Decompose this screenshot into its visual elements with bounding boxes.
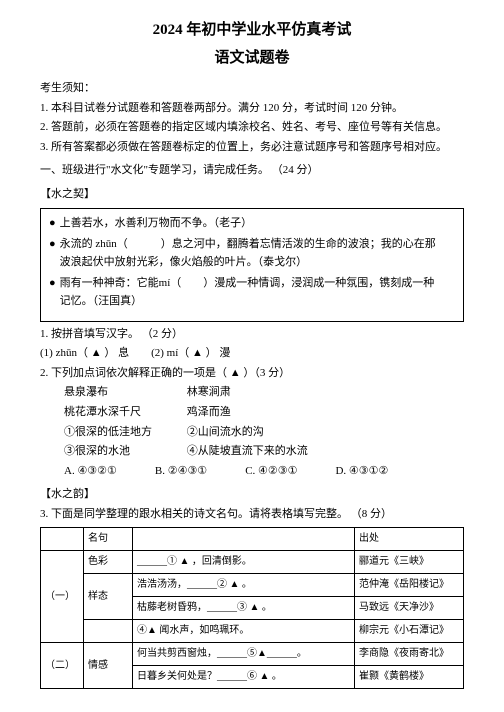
quote-box: ● 上善若水，水善利万物而不争。（老子） ● 永流的 zhūn（ ）息之河中，翻… [40,208,464,322]
src-3: 马致远《天净沙》 [355,597,464,620]
page-title-line2: 语文试题卷 [40,46,464,70]
line-3: 枯藤老树昏鸦，______③ ▲ 。 [133,597,355,620]
cat-qinggan: 情感 [84,643,133,689]
q2-pair1a: 悬泉瀑布 [64,384,184,402]
bullet-dot: ● [49,275,56,310]
notice-line-2: 2. 答题前，必须在答题卷的指定区域内填涂校名、姓名、考号、座位号等有关信息。 [40,119,464,137]
table-row: （二） 情感 何当共剪西窗烛，______⑤▲______。 李商隐《夜雨寄北》 [41,643,464,666]
q2-choice-d: D. ④③①② [335,463,388,481]
poem-table: 名句 出处 （一） 色彩 ______① ▲ ，回清倒影。 郦道元《三峡》 样态… [40,527,464,689]
notice-line-3: 3. 所有答案都必须做在答题卷标定的位置上，务必注意试题序号和答题序号相对应。 [40,139,464,157]
group-2: （二） [41,643,84,689]
notice-line-1: 1. 本科目试卷分试题卷和答题卷两部分。满分 120 分，考试时间 120 分钟… [40,100,464,118]
line-1: ______① ▲ ，回清倒影。 [133,551,355,574]
group-1: （一） [41,551,84,643]
q1-blank-2: (2) mí（ ▲ ） 漫 [151,347,230,359]
table-row: 样态 浩浩汤汤，______② ▲ 。 范仲淹《岳阳楼记》 [41,574,464,597]
q1-stem: 1. 按拼音填写汉字。 （2 分） [40,326,464,344]
src-5: 李商隐《夜雨寄北》 [355,643,464,666]
quote-2b-text: 波浪起伏中放射光彩，像火焰般的叶片。（泰戈尔） [60,256,308,268]
quote-2a-text: 永流的 zhūn（ ）息之河中，翻腾着忘情活泼的生命的波浪；我的心在那 [60,238,436,250]
bullet-dot: ● [49,215,56,233]
th-content [133,528,355,551]
src-1: 郦道元《三峡》 [355,551,464,574]
page-title-line1: 2024 年初中学业水平仿真考试 [40,18,464,42]
q2-choice-a: A. ④③②① [64,463,117,481]
q2-choice-c: C. ④②③① [245,463,297,481]
cat-yangtai: 样态 [84,574,133,620]
part1-subhead: 【水之契】 [40,186,464,204]
table-header-row: 名句 出处 [41,528,464,551]
q2-choice-b: B. ②④③① [155,463,207,481]
q2-opt3: ③很深的水池 [64,443,184,461]
line-2: 浩浩汤汤，______② ▲ 。 [133,574,355,597]
th-source: 出处 [355,528,464,551]
th-mingju: 名句 [84,528,133,551]
quote-3: ● 雨有一种神奇：它能mí（ ）漫成一种情调，浸润成一种氛围，镌刻成一种 记忆。… [49,275,455,310]
q2-pair1b: 林寒涧肃 [187,386,231,398]
line-4: ④▲ 闻水声，如鸣珮环。 [133,620,355,643]
quote-2: ● 永流的 zhūn（ ）息之河中，翻腾着忘情活泼的生命的波浪；我的心在那 波浪… [49,236,455,271]
quote-1-text: 上善若水，水善利万物而不争。（老子） [60,215,253,233]
q3-stem: 3. 下面是同学整理的跟水相关的诗文名句。请将表格填写完整。 （8 分） [40,506,464,524]
q2-opt2: ②山间流水的沟 [187,426,264,438]
th-blank [41,528,84,551]
bullet-dot: ● [49,236,56,271]
quote-3a-text: 雨有一种神奇：它能mí（ ）漫成一种情调，浸润成一种氛围，镌刻成一种 [60,277,435,289]
cat-blank [84,620,133,643]
table-row: （一） 色彩 ______① ▲ ，回清倒影。 郦道元《三峡》 [41,551,464,574]
q2-opt1: ①很深的低洼地方 [64,424,184,442]
part1-intro: 一、班级进行"水文化"专题学习，请完成任务。 （24 分） [40,162,464,180]
src-4: 柳宗元《小石潭记》 [355,620,464,643]
part2-subhead: 【水之韵】 [40,486,464,504]
src-6: 崔颢《黄鹤楼》 [355,666,464,689]
q2-pair2a: 桃花潭水深千尺 [64,404,184,422]
q2-pair2b: 鸡泽而渔 [187,406,231,418]
line-6: 日暮乡关何处是？______⑥ ▲ 。 [133,666,355,689]
line-5: 何当共剪西窗烛，______⑤▲______。 [133,643,355,666]
table-row: ④▲ 闻水声，如鸣珮环。 柳宗元《小石潭记》 [41,620,464,643]
quote-3b-text: 记忆。（汪国真） [60,295,143,307]
q1-blank-1: (1) zhūn（ ▲ ） 息 [40,347,129,359]
q2-stem: 2. 下列加点词依次解释正确的一项是（ ▲ ）（3 分） [40,365,464,383]
q2-opt4: ④从陡坡直流下来的水流 [187,445,308,457]
cat-color: 色彩 [84,551,133,574]
notice-heading: 考生须知： [40,80,464,98]
quote-1: ● 上善若水，水善利万物而不争。（老子） [49,215,455,233]
src-2: 范仲淹《岳阳楼记》 [355,574,464,597]
